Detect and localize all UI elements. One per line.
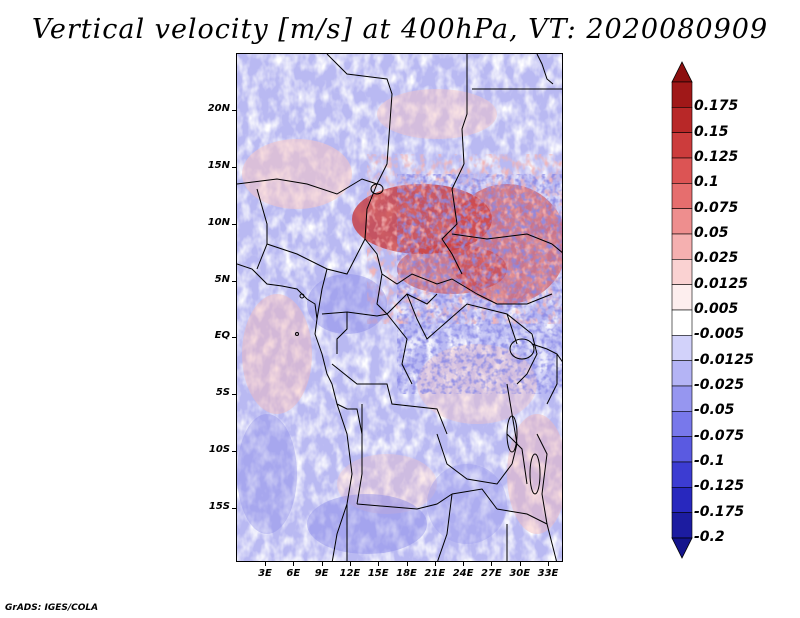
lat-tick-label: 15S bbox=[208, 501, 230, 512]
colorbar-bin bbox=[671, 107, 693, 133]
map-panel bbox=[236, 53, 563, 562]
vertical-velocity-field bbox=[237, 54, 562, 561]
colorbar-bin bbox=[671, 157, 693, 184]
lon-tick-label: 27E bbox=[481, 568, 502, 579]
lon-tick bbox=[548, 561, 549, 566]
colorbar-bin bbox=[671, 411, 693, 437]
colorbar-label: 0.15 bbox=[694, 123, 729, 140]
colorbar-label: -0.125 bbox=[694, 478, 745, 495]
colorbar-bin bbox=[671, 284, 693, 311]
colorbar-bin bbox=[671, 461, 693, 488]
colorbar-bin bbox=[671, 183, 693, 209]
lon-tick-label: 30E bbox=[509, 568, 531, 579]
lon-tick bbox=[321, 561, 323, 566]
colorbar-bin bbox=[671, 309, 693, 336]
colorbar-label: 0.125 bbox=[694, 149, 739, 165]
colorbar-label: 0.075 bbox=[694, 199, 739, 216]
lat-tick bbox=[232, 394, 237, 395]
lon-tick-label: 3E bbox=[258, 568, 272, 579]
lat-tick bbox=[232, 167, 237, 168]
lat-tick bbox=[232, 337, 237, 338]
colorbar-bin bbox=[671, 360, 693, 387]
colorbar-label: 0.025 bbox=[694, 250, 739, 267]
lon-tick-label: 24E bbox=[452, 568, 474, 579]
colorbar-label: 0.0125 bbox=[694, 275, 749, 292]
colorbar-label: -0.1 bbox=[694, 453, 725, 469]
map-title: Vertical velocity [m/s] at 400hPa, VT: 2… bbox=[31, 14, 769, 45]
lat-tick-label: 15N bbox=[207, 160, 230, 171]
colorbar-label: 0.175 bbox=[694, 98, 739, 115]
lat-tick bbox=[232, 224, 237, 225]
colorbar-bin bbox=[671, 335, 693, 361]
lon-tick bbox=[293, 561, 295, 566]
lon-tick bbox=[519, 561, 521, 566]
lon-tick bbox=[378, 561, 380, 566]
colorbar-label: -0.2 bbox=[694, 529, 725, 545]
colorbar bbox=[671, 61, 693, 559]
colorbar-bin bbox=[671, 233, 693, 260]
lat-tick-label: 5S bbox=[215, 387, 230, 398]
lat-tick-label: 5N bbox=[214, 274, 230, 285]
lon-tick-label: 21E bbox=[424, 568, 446, 579]
colorbar-bin bbox=[671, 208, 693, 235]
lon-tick-label: 15E bbox=[367, 568, 389, 579]
lon-tick-label: 9E bbox=[314, 568, 329, 579]
colorbar-label: -0.025 bbox=[694, 377, 745, 393]
colorbar-bin bbox=[671, 132, 693, 159]
colorbar-bin bbox=[671, 385, 693, 412]
colorbar-bin bbox=[671, 436, 693, 463]
lat-tick bbox=[232, 281, 237, 282]
lat-tick-label: 20N bbox=[207, 103, 230, 114]
colorbar-top-arrow bbox=[671, 61, 693, 83]
colorbar-bottom-arrow bbox=[671, 537, 693, 559]
lon-tick bbox=[265, 561, 266, 566]
lat-tick bbox=[232, 451, 237, 452]
colorbar-label: -0.005 bbox=[694, 326, 745, 343]
lon-tick bbox=[491, 561, 493, 566]
lat-tick-label: EQ bbox=[214, 330, 230, 341]
lon-tick bbox=[463, 561, 465, 566]
colorbar-label: 0.005 bbox=[694, 301, 739, 317]
colorbar-label: -0.05 bbox=[694, 402, 735, 419]
credit-text: GrADS: IGES/COLA bbox=[5, 603, 99, 613]
lat-tick-label: 10N bbox=[207, 217, 230, 228]
lon-tick bbox=[349, 561, 351, 566]
colorbar-bin bbox=[671, 512, 693, 539]
lon-tick-label: 6E bbox=[286, 568, 301, 579]
lon-tick-label: 12E bbox=[339, 568, 361, 579]
colorbar-bin bbox=[671, 259, 693, 285]
lat-tick-label: 10S bbox=[208, 444, 230, 455]
colorbar-label: -0.175 bbox=[694, 503, 745, 520]
colorbar-label: 0.1 bbox=[694, 174, 719, 191]
lon-tick-label: 18E bbox=[396, 568, 417, 579]
lon-tick bbox=[434, 561, 436, 566]
lon-tick-label: 33E bbox=[537, 568, 559, 579]
colorbar-label: -0.0125 bbox=[694, 351, 754, 368]
lat-tick bbox=[232, 110, 237, 111]
colorbar-bin bbox=[671, 81, 693, 108]
colorbar-label: 0.05 bbox=[694, 225, 729, 241]
lon-tick bbox=[406, 561, 408, 566]
colorbar-bin bbox=[671, 487, 693, 513]
colorbar-label: -0.075 bbox=[694, 427, 745, 444]
lat-tick bbox=[232, 508, 237, 509]
